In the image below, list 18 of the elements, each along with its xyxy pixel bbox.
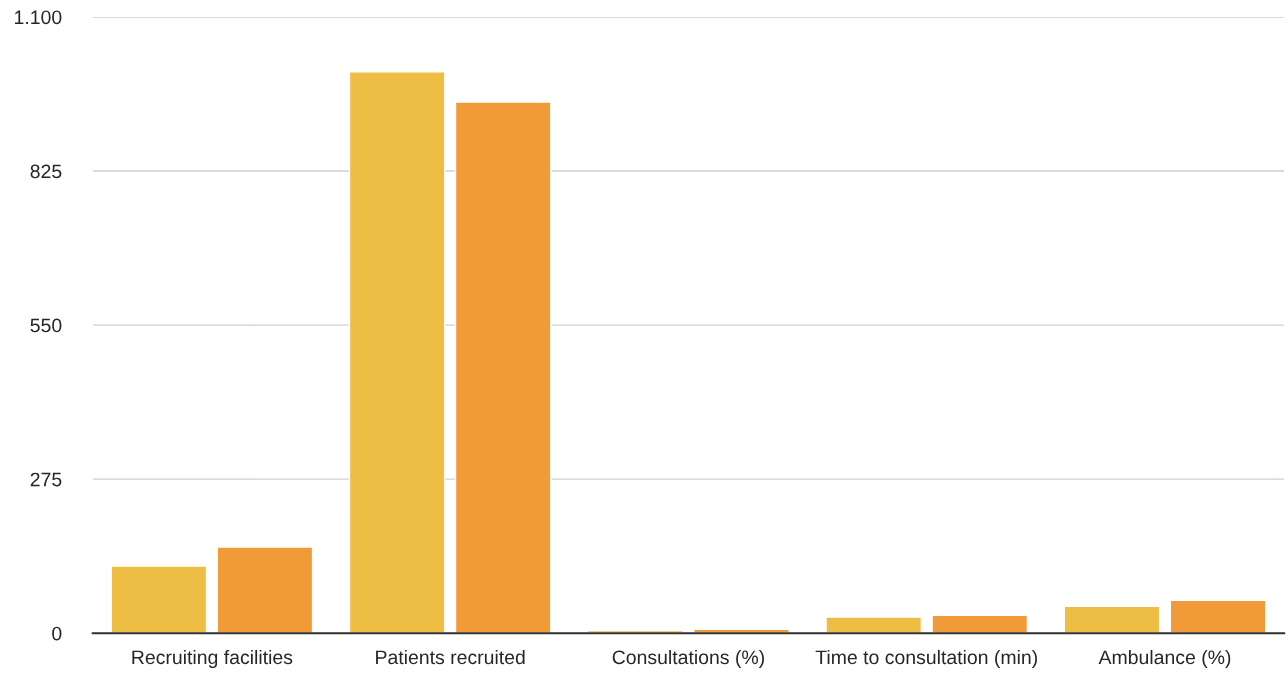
- bar: [110, 565, 208, 634]
- bar: [216, 546, 314, 634]
- y-tick-label: 1.100: [15, 10, 62, 25]
- bar: [931, 614, 1029, 634]
- bar: [1063, 605, 1161, 634]
- x-tick-label: Time to consultation (min): [815, 649, 1037, 669]
- bar: [1169, 599, 1267, 634]
- y-tick-label: 550: [30, 318, 62, 333]
- y-tick-label: 275: [30, 472, 62, 487]
- x-tick-label: Patients recruited: [376, 649, 525, 665]
- bar: [454, 101, 552, 634]
- y-tick-label: 825: [30, 164, 62, 179]
- x-tick-label: Consultations (%): [612, 649, 764, 669]
- y-tick-label: 0: [52, 626, 62, 641]
- x-tick-label: Recruiting facilities: [132, 649, 293, 669]
- x-tick-label: Ambulance (%): [1098, 649, 1231, 669]
- bar: [348, 71, 446, 634]
- bar: [825, 616, 923, 634]
